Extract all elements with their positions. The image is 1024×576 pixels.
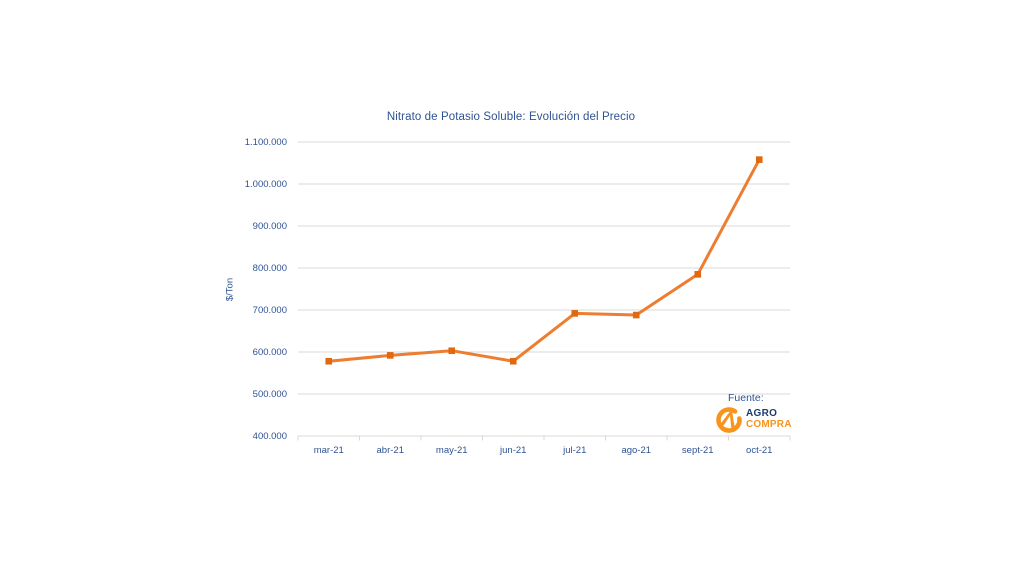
x-tick-label: ago-21 [621, 445, 651, 456]
y-tick-label: 400.000 [253, 431, 287, 442]
logo-text-compra: COMPRA [746, 419, 792, 430]
x-tick-label: mar-21 [314, 445, 344, 456]
chart-title: Nitrato de Potasio Soluble: Evolución de… [386, 111, 636, 123]
price-line [327, 158, 761, 363]
x-tick-label: abr-21 [377, 445, 404, 456]
data-point-marker [694, 271, 702, 278]
agrocompra-logo-text: AGRO COMPRA [746, 408, 792, 431]
data-point-marker [386, 352, 394, 359]
data-point-marker [571, 310, 579, 317]
y-tick-label: 800.000 [253, 263, 287, 274]
y-tick-label: 700.000 [253, 305, 287, 316]
data-point-marker [755, 156, 763, 163]
x-tick-label: oct-21 [746, 445, 772, 456]
logo-text-agro: AGRO [746, 408, 778, 420]
data-point-marker [632, 311, 640, 319]
x-tick-label: jun-21 [499, 445, 526, 456]
y-tick-label: 500.000 [253, 389, 287, 400]
y-tick-label: 1.100.000 [245, 137, 287, 148]
source-label: Fuente: [728, 392, 764, 404]
agrocompra-logo-icon [716, 407, 742, 433]
agrocompra-logo: AGRO COMPRA [714, 405, 804, 435]
y-tick-label: 1.000.000 [245, 179, 287, 190]
price-evolution-chart: Nitrato de Potasio Soluble: Evolución de… [222, 105, 800, 467]
chart-canvas: 400.000 500.000 600.000 700.000 800.000 900.0… [245, 137, 791, 456]
data-point-marker [509, 357, 517, 365]
x-tick-label: jul-21 [562, 445, 586, 456]
y-tick-label: 900.000 [253, 221, 287, 232]
x-tick-label: sept-21 [682, 445, 714, 456]
x-tick-label: may-21 [436, 445, 468, 456]
source-attribution: Fuente: AGRO COMPRA [714, 392, 804, 435]
y-tick-label: 600.000 [253, 347, 287, 358]
data-point-marker [325, 357, 333, 365]
data-point-marker [448, 347, 456, 355]
